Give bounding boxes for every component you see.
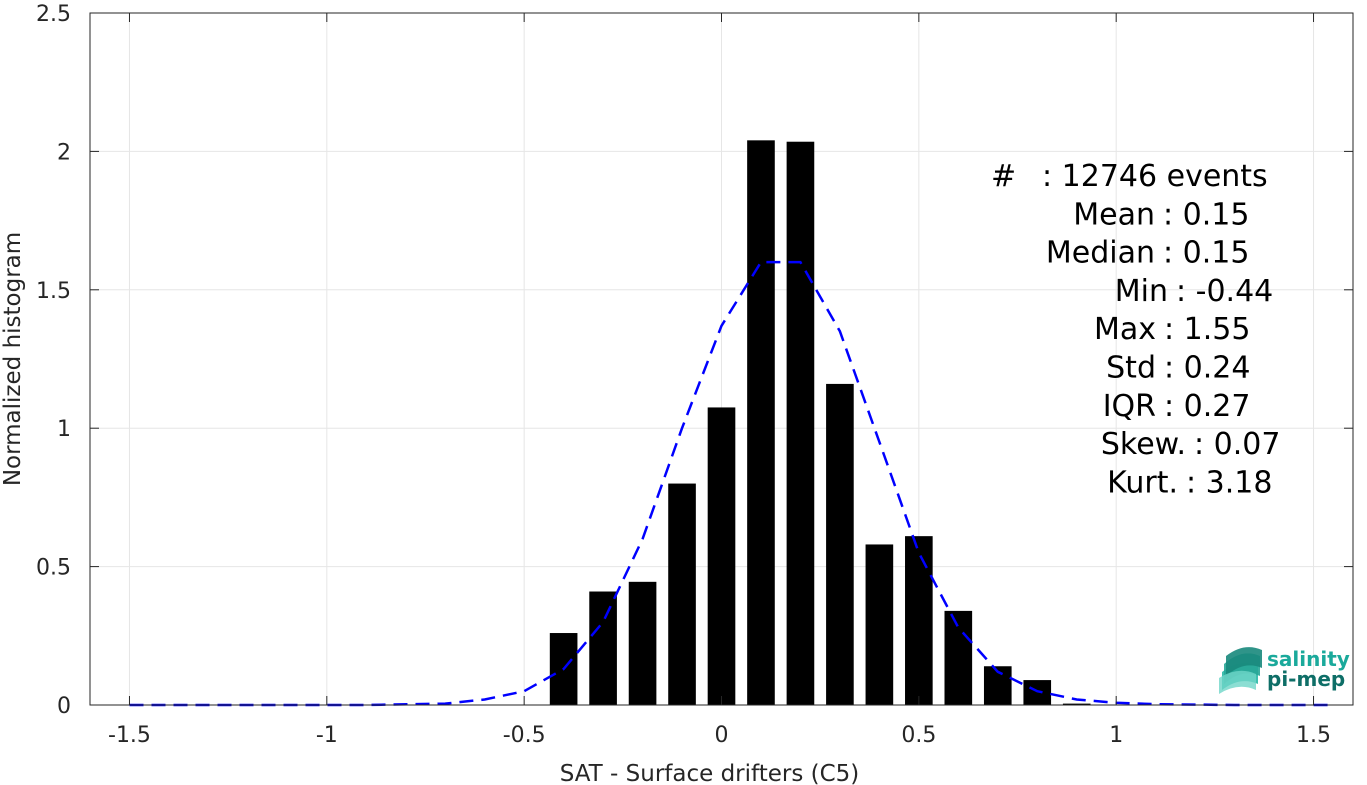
axis-ticks: -1.5 -1 -0.5 0 0.5 1 1.5 0 0.5 1 1.5 2 2.5: [36, 2, 1353, 748]
stat-label: Min: [1115, 274, 1168, 309]
y-axis-label: Normalized histogram: [0, 232, 26, 486]
histogram-bar: [905, 536, 933, 705]
stat-value: : 0.15: [1163, 236, 1249, 271]
x-tick-label: 1: [1109, 723, 1123, 748]
stat-label: Max: [1094, 312, 1156, 347]
y-tick-label: 1: [57, 417, 71, 442]
stat-label: Mean: [1073, 197, 1155, 232]
logo-waves-icon: [1219, 647, 1262, 694]
x-tick-label: -0.5: [503, 723, 546, 748]
histogram-bar: [1062, 703, 1091, 705]
histogram-bars: [549, 140, 1091, 705]
histogram-bar: [786, 141, 815, 705]
fit-curve: [129, 260, 1334, 707]
x-tick-label: -1.5: [108, 723, 151, 748]
y-tick-label: 0.5: [36, 556, 71, 581]
histogram-bar: [826, 383, 854, 705]
y-tick-label: 2.5: [36, 2, 71, 27]
histogram-bar: [707, 407, 736, 705]
stat-label: Skew.: [1101, 427, 1186, 462]
stat-value: : -0.44: [1176, 274, 1273, 309]
logo-line2: pi-mep: [1267, 667, 1345, 691]
histogram-bar: [747, 140, 775, 705]
stat-value: : 0.07: [1194, 427, 1280, 462]
salinity-pi-mep-logo: salinity pi-mep: [1219, 647, 1350, 694]
stat-value: : 0.27: [1164, 389, 1250, 424]
x-tick-label: 1.5: [1296, 723, 1331, 748]
histogram-bar: [865, 544, 894, 705]
stat-value: : 12746 events: [1042, 159, 1268, 194]
y-tick-label: 1.5: [36, 279, 71, 304]
x-tick-label: 0: [715, 723, 729, 748]
stat-value: : 0.15: [1163, 197, 1249, 232]
x-tick-label: 0.5: [901, 723, 936, 748]
logo-line1: salinity: [1267, 647, 1350, 671]
histogram-bar: [589, 591, 617, 705]
histogram-bar: [944, 610, 973, 705]
stat-value: : 0.24: [1164, 351, 1250, 386]
stat-label: #: [991, 159, 1016, 194]
stat-label: Kurt.: [1107, 465, 1178, 500]
stat-value: : 1.55: [1164, 312, 1250, 347]
stat-label: IQR: [1103, 389, 1156, 424]
stat-value: : 3.18: [1186, 465, 1272, 500]
histogram-bar: [668, 483, 696, 705]
x-tick-label: -1: [316, 723, 338, 748]
x-axis-label: SAT - Surface drifters (C5): [560, 761, 860, 785]
y-tick-label: 0: [57, 694, 71, 719]
y-tick-label: 2: [57, 140, 71, 165]
stat-label: Std: [1106, 351, 1156, 386]
histogram-bar: [1023, 680, 1052, 705]
stat-label: Median: [1046, 236, 1155, 271]
histogram-bar: [628, 581, 657, 705]
